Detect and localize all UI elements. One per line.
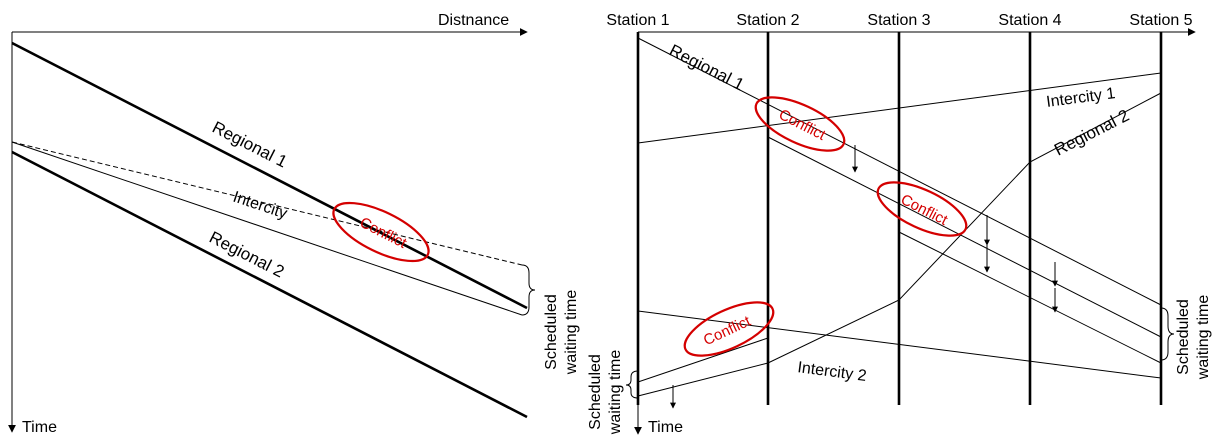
regional-2-path <box>637 92 1162 397</box>
delayed-segment-a <box>898 231 1162 364</box>
regional-1-path-delayed <box>767 136 1162 338</box>
station-1-label: Station 1 <box>606 12 669 29</box>
left-waiting-label-line2: waiting time <box>563 290 580 376</box>
right-waiting-left-line2: waiting time <box>607 350 624 436</box>
right-conflict-label-1: Conflict <box>776 106 829 144</box>
right-regional-2-label: Regional 2 <box>1051 106 1132 160</box>
regional-1-path-scheduled <box>637 37 1162 306</box>
left-conflict-ellipse <box>332 201 430 263</box>
station-3-label: Station 3 <box>867 12 930 29</box>
intercity-1-path <box>637 72 1162 144</box>
left-waiting-brace <box>521 264 536 316</box>
right-waiting-left-line1: Scheduled <box>587 354 604 430</box>
left-waiting-label-line1: Scheduled <box>543 294 560 370</box>
regional-2-path <box>11 150 528 419</box>
right-intercity-2-label: Intercity 2 <box>796 359 867 385</box>
intercity-label: Intercity <box>231 189 290 223</box>
intercity-2-path <box>637 310 1162 379</box>
left-distance-axis-label: Distnance <box>438 12 509 29</box>
right-intercity-1-label: Intercity 1 <box>1045 85 1116 111</box>
left-panel: Distnance Time Regional 1 Intercity Regi… <box>8 12 580 436</box>
station-4-label: Station 4 <box>998 12 1061 29</box>
right-waiting-right-line1: Scheduled <box>1175 299 1192 375</box>
left-time-axis-label: Time <box>22 419 57 436</box>
right-conflict-ellipse-1 <box>754 96 846 152</box>
regional-2-path-delayed <box>637 337 769 383</box>
right-waiting-right-line2: waiting time <box>1195 295 1212 381</box>
right-conflict-ellipse-2 <box>876 181 968 237</box>
regional-1-label: Regional 1 <box>209 118 290 172</box>
right-conflict-ellipse-3 <box>683 301 775 357</box>
right-conflict-label-2: Conflict <box>898 191 951 229</box>
right-time-axis-label: Time <box>648 419 683 436</box>
station-5-label: Station 5 <box>1129 12 1192 29</box>
regional-1-path <box>11 41 528 310</box>
right-waiting-brace-right <box>1160 307 1175 361</box>
right-panel: Station 1 Station 2 Station 3 Station 4 … <box>587 12 1212 436</box>
intercity-path <box>11 141 523 316</box>
station-2-label: Station 2 <box>736 12 799 29</box>
right-regional-1-label: Regional 1 <box>666 41 747 95</box>
right-waiting-brace-left <box>625 370 639 399</box>
